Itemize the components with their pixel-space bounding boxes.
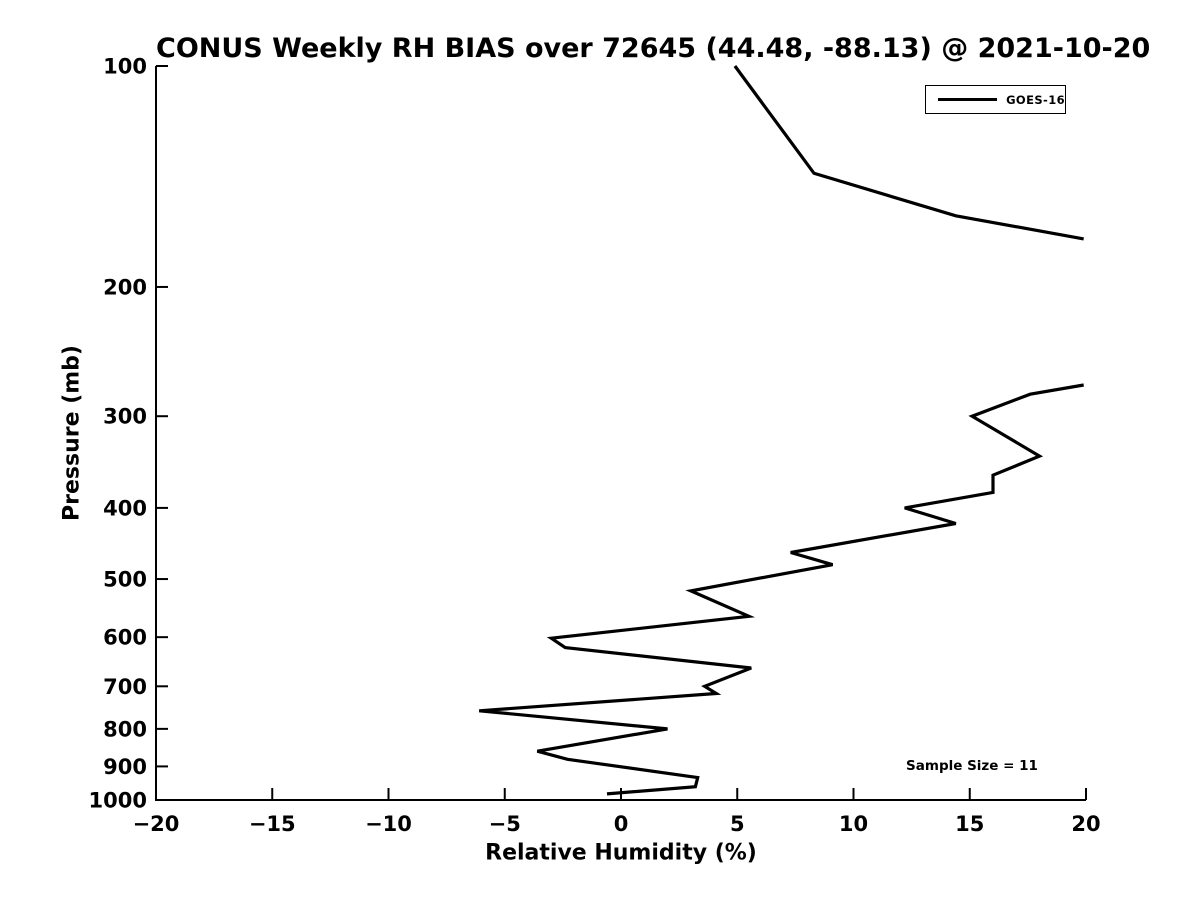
x-tick-label: −20 [133,812,180,836]
y-tick-label: 300 [103,405,147,429]
x-tick-label: 20 [1071,812,1100,836]
y-tick-label: 200 [103,275,147,299]
y-tick-label: 100 [103,55,147,79]
x-tick-label: 5 [730,812,745,836]
y-tick-label: 500 [103,568,147,592]
x-tick-label: −5 [489,812,521,836]
x-axis-label: Relative Humidity (%) [485,840,757,866]
legend: GOES-16 [925,85,1066,114]
y-tick-label: 1000 [89,789,147,813]
legend-label: GOES-16 [1006,92,1065,107]
y-tick-label: 800 [103,717,147,741]
axis-spines [155,66,1086,801]
sample-size-annotation: Sample Size = 11 [906,758,1038,774]
x-tick-label: 0 [614,812,629,836]
y-tick-label: 700 [103,675,147,699]
series-goes-16-line [733,65,1084,241]
x-tick-label: −10 [365,812,412,836]
y-tick-label: 400 [103,496,147,520]
series-goes-16-line [479,383,1084,796]
y-tick-label: 900 [103,755,147,779]
y-tick-label: 600 [103,626,147,650]
x-tick-label: 10 [839,812,868,836]
x-tick-label: −15 [249,812,296,836]
x-tick-label: 15 [955,812,984,836]
chart-title: CONUS Weekly RH BIAS over 72645 (44.48, … [156,33,1151,64]
legend-line-sample-icon [938,97,998,102]
